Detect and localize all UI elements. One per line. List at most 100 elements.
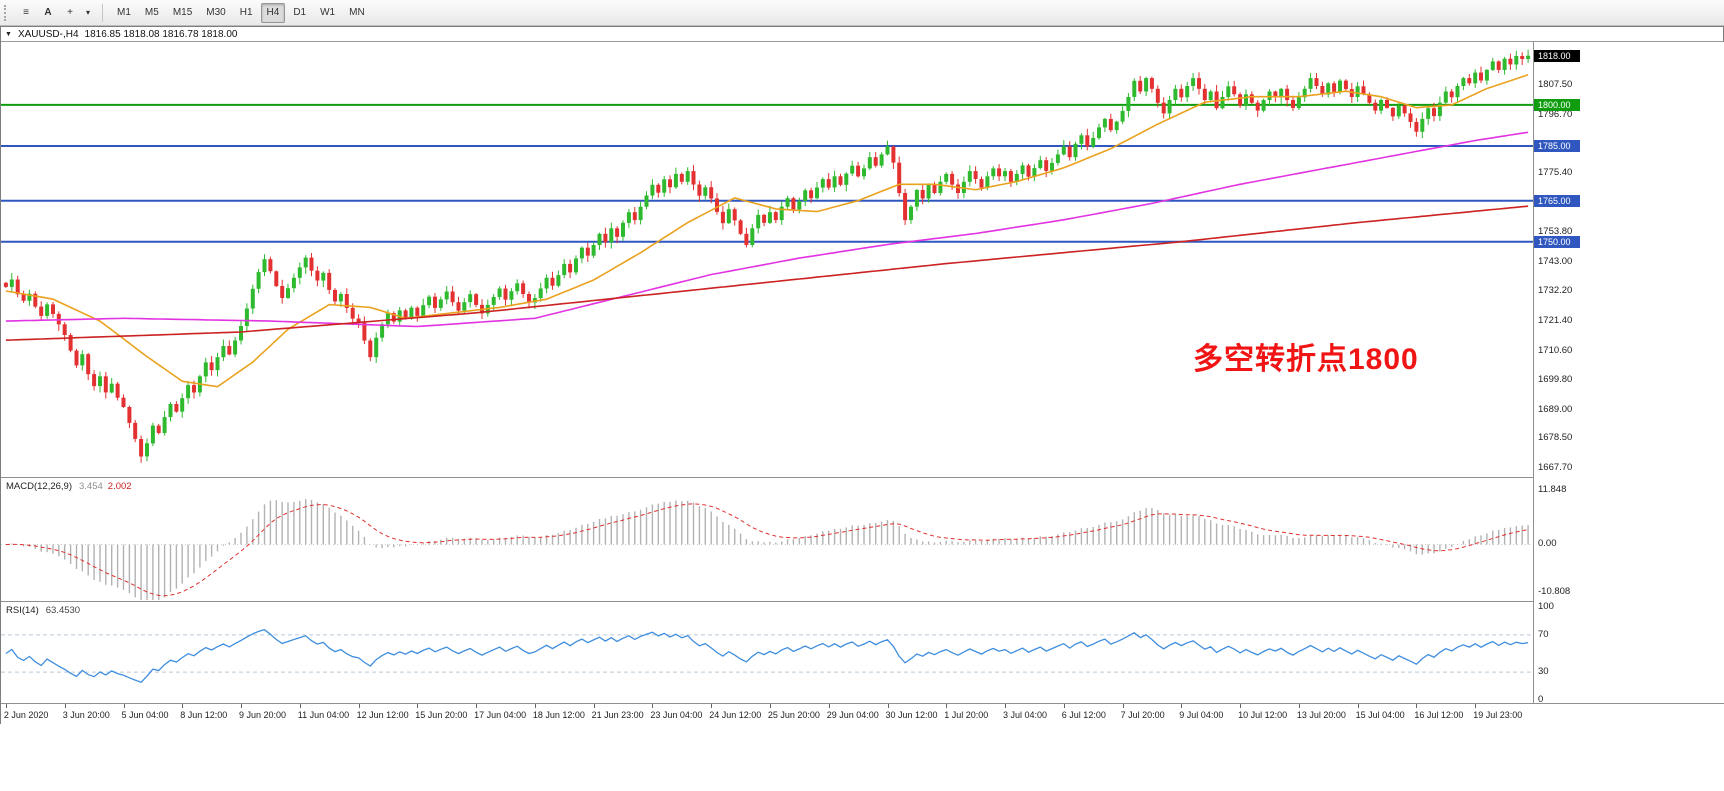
rsi-axis-label: 30 (1538, 666, 1549, 678)
timeframe-button-w1[interactable]: W1 (320, 6, 336, 18)
time-label: 13 Jul 20:00 (1296, 710, 1346, 720)
timeframe-button-d1[interactable]: D1 (293, 6, 307, 18)
macd-label-row: MACD(12,26,9) 3.454 2.002 (6, 481, 132, 492)
time-tick (1298, 704, 1300, 708)
crosshair-icon[interactable]: + (67, 6, 73, 18)
time-label: 29 Jun 04:00 (826, 710, 879, 720)
price-tick-label: 1667.70 (1538, 461, 1573, 473)
time-tick (946, 704, 948, 708)
price-tick-label: 1678.50 (1538, 432, 1573, 444)
time-label: 15 Jul 04:00 (1355, 710, 1405, 720)
time-label: 18 Jun 12:00 (532, 710, 585, 720)
time-label: 8 Jun 12:00 (180, 710, 228, 720)
macd-axis-label: -10.808 (1538, 586, 1571, 597)
rsi-svg (1, 628, 1533, 683)
time-label: 15 Jun 20:00 (415, 710, 468, 720)
time-tick (417, 704, 419, 708)
time-tick (1181, 704, 1183, 708)
price-tick-label: 1721.40 (1538, 315, 1573, 326)
chart-window: ▼ XAUUSD-,H4 1816.85 1818.08 1816.78 181… (0, 26, 1724, 725)
time-label: 23 Jun 04:00 (650, 710, 703, 720)
timeframe-button-m1[interactable]: M1 (117, 6, 131, 18)
timeframe-button-m15[interactable]: M15 (172, 6, 193, 18)
time-tick (1475, 704, 1477, 708)
time-tick (1063, 704, 1065, 708)
timeframe-button-mn[interactable]: MN (349, 6, 365, 18)
timeframe-button-h4[interactable]: H4 (260, 2, 286, 23)
timeframe-button-m5[interactable]: M5 (144, 6, 159, 18)
annotate-a-button[interactable]: A (44, 6, 52, 18)
ohlc-values: 1816.85 1818.08 1816.78 1818.00 (84, 28, 238, 40)
symbol-title: XAUUSD-,H4 (17, 28, 79, 40)
price-line-badge: 1750.00 (1534, 235, 1580, 248)
rsi-axis-label: 100 (1538, 601, 1554, 612)
time-label: 12 Jun 12:00 (356, 710, 409, 720)
time-tick (534, 704, 536, 708)
macd-axis-label: 11.848 (1538, 484, 1567, 496)
price-tick-label: 1753.80 (1538, 226, 1573, 238)
main-chart-pane[interactable]: 多空转折点1800 (1, 42, 1533, 477)
time-tick (358, 704, 360, 708)
time-tick (299, 704, 301, 708)
price-tick-label: 1807.50 (1538, 79, 1573, 91)
time-label: 1 Jul 20:00 (944, 710, 989, 720)
time-label: 2 Jun 2020 (3, 710, 49, 720)
time-tick (5, 704, 7, 708)
price-line-badge: 1800.00 (1534, 98, 1580, 111)
time-tick (711, 704, 713, 708)
chart-title-strip: ▼ XAUUSD-,H4 1816.85 1818.08 1816.78 181… (1, 27, 1723, 42)
time-tick (1357, 704, 1359, 708)
chart-annotation[interactable]: 多空转折点1800 (1193, 343, 1419, 376)
price-tick-label: 1699.80 (1538, 374, 1573, 386)
price-line-badge: 1765.00 (1534, 194, 1580, 207)
time-tick (1005, 704, 1006, 708)
price-tick-label: 1710.60 (1538, 344, 1573, 356)
time-label: 21 Jun 23:00 (591, 710, 644, 720)
current-price-badge: 1818.00 (1534, 49, 1580, 62)
time-tick (887, 704, 889, 708)
time-label: 3 Jun 20:00 (62, 710, 110, 720)
rsi-label: RSI(14) (6, 605, 39, 616)
time-tick (64, 704, 66, 708)
time-tick (1122, 704, 1124, 708)
timeframe-button-m30[interactable]: M30 (206, 6, 226, 18)
macd-axis-label: 0.00 (1538, 537, 1557, 549)
time-label: 5 Jun 04:00 (121, 710, 169, 720)
collapse-triangle-icon[interactable]: ▼ (5, 30, 12, 38)
time-label: 11 Jun 04:00 (297, 710, 350, 720)
price-tick-label: 1732.20 (1538, 285, 1573, 297)
price-axis[interactable] (1533, 42, 1724, 703)
time-tick (182, 704, 184, 708)
time-tick (241, 704, 242, 708)
macd-value-main: 3.454 (79, 481, 103, 492)
time-tick (476, 704, 478, 708)
time-tick (1416, 704, 1418, 708)
caret-down-icon[interactable]: ▾ (85, 7, 90, 17)
time-label: 9 Jun 20:00 (239, 710, 287, 720)
charts-menu-icon[interactable]: ≡ (23, 6, 29, 18)
time-tick (1240, 704, 1242, 708)
time-tick (593, 704, 595, 708)
rsi-value: 63.4530 (45, 605, 81, 616)
timeframe-button-h1[interactable]: H1 (239, 6, 253, 18)
time-label: 6 Jul 12:00 (1061, 710, 1106, 720)
rsi-axis-label: 70 (1538, 628, 1549, 640)
time-label: 9 Jul 04:00 (1179, 710, 1224, 720)
macd-value-signal: 2.002 (107, 481, 132, 492)
time-tick (652, 704, 654, 708)
macd-pane[interactable]: MACD(12,26,9) 3.454 2.002 (1, 477, 1533, 601)
time-label: 25 Jun 20:00 (767, 710, 820, 720)
price-tick-label: 1743.00 (1538, 255, 1573, 267)
toolbar-grip[interactable] (4, 4, 9, 21)
price-tick-label: 1796.70 (1538, 109, 1573, 120)
macd-label: MACD(12,26,9) (6, 481, 72, 492)
toolbar: ≡ A + ▾ M1 M5 M15 M30 H1 H4 D1 W1 MN (0, 0, 1724, 26)
macd-svg (1, 499, 1533, 600)
main-chart-svg (1, 49, 1533, 463)
time-label: 24 Jun 12:00 (709, 710, 762, 720)
time-label: 19 Jul 23:00 (1473, 710, 1523, 720)
time-axis[interactable]: 2 Jun 2020 3 Jun 20:00 5 Jun 04:00 8 Jun 12… (1, 703, 1724, 725)
timeframe-group: M1 M5 M15 M30 H1 H4 D1 W1 MN (111, 2, 371, 23)
rsi-pane[interactable]: RSI(14) 63.4530 (1, 601, 1533, 703)
